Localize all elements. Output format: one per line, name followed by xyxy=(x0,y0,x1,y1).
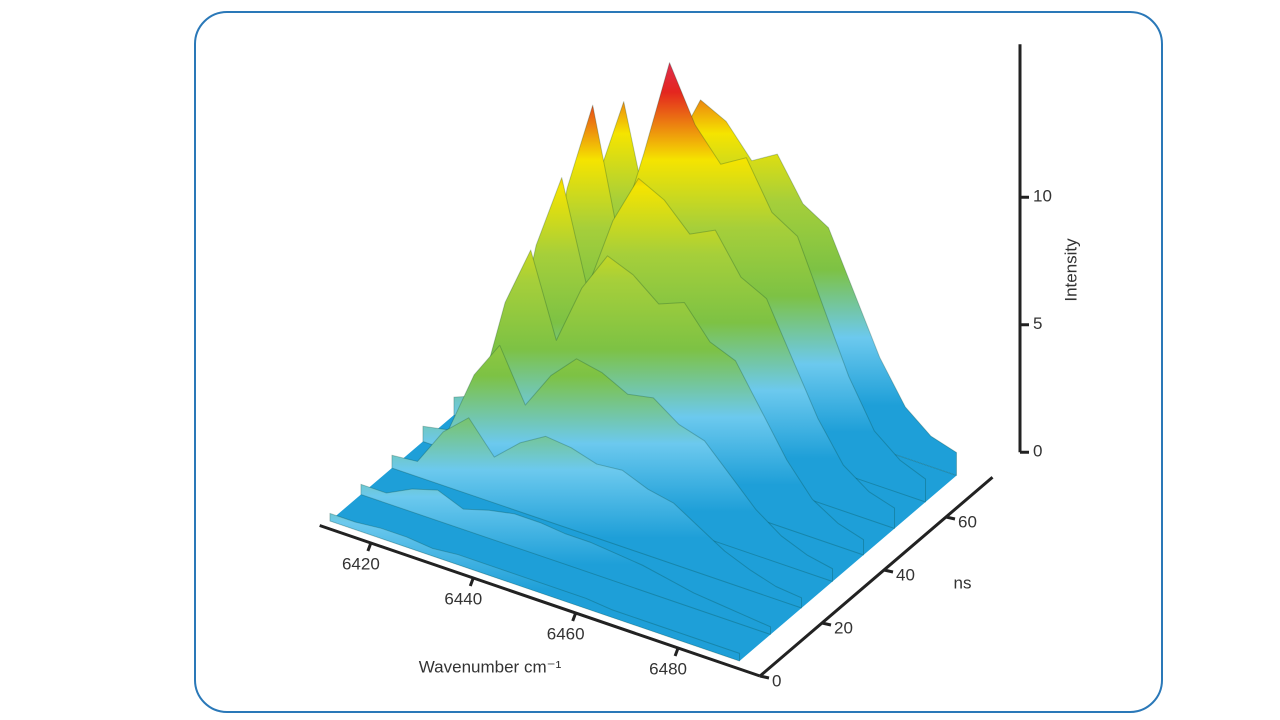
surface-slice xyxy=(453,249,865,556)
plot: 6420 6440 6460 6480 Wavenumber cm⁻¹ 0 20 40 60 ns… xyxy=(319,44,1080,690)
y-tick-label: 20 xyxy=(834,618,853,637)
surface-slice xyxy=(391,417,803,609)
z-axis-title: Intensity xyxy=(1061,238,1080,302)
surface-slice xyxy=(360,483,772,635)
surface-slice xyxy=(422,344,834,582)
x-tick-label: 6460 xyxy=(547,624,585,643)
z-tick-label: 0 xyxy=(1033,442,1042,461)
x-tick-label: 6480 xyxy=(649,659,687,678)
x-tick xyxy=(571,612,578,622)
y-tick xyxy=(759,674,770,680)
x-axis xyxy=(319,524,761,678)
y-axis xyxy=(759,476,994,678)
y-tick xyxy=(821,621,832,627)
y-axis-title: ns xyxy=(954,574,972,593)
y-tick-label: 60 xyxy=(958,512,977,531)
surface-slice xyxy=(329,512,741,662)
y-tick xyxy=(883,568,894,574)
x-tick xyxy=(673,647,680,657)
x-axis-title: Wavenumber cm⁻¹ xyxy=(419,657,562,676)
x-tick xyxy=(366,542,373,552)
x-tick-label: 6420 xyxy=(342,554,380,573)
z-tick-label: 10 xyxy=(1033,187,1052,206)
z-tick-label: 5 xyxy=(1033,314,1042,333)
y-tick-label: 0 xyxy=(772,671,781,690)
y-tick xyxy=(945,515,956,521)
x-tick xyxy=(468,577,475,587)
y-tick-label: 40 xyxy=(896,565,915,584)
x-tick-label: 6440 xyxy=(444,589,482,608)
